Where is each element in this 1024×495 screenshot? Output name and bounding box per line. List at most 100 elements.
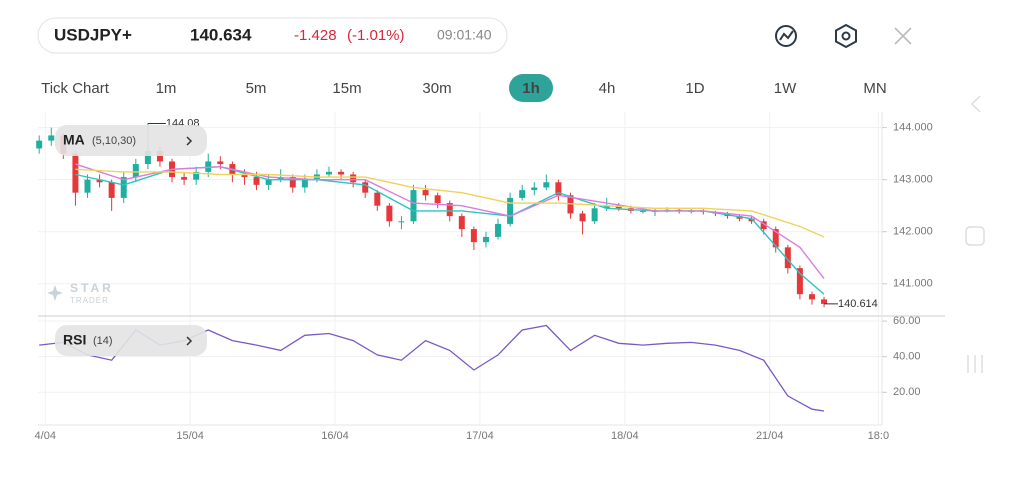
price: 140.634 <box>190 25 252 44</box>
candle-body <box>217 161 224 165</box>
candle-body <box>253 177 260 185</box>
change-pct: (-1.01%) <box>347 27 405 44</box>
timeframe-tab[interactable]: 30m <box>422 80 451 97</box>
candle-body <box>72 153 79 193</box>
rsi-pill[interactable] <box>55 325 207 356</box>
candle-body <box>639 210 646 212</box>
x-tick-label: 16/04 <box>321 430 349 442</box>
indicator-name: MA <box>63 132 85 148</box>
ma-line <box>75 168 825 238</box>
candle-body <box>482 236 489 243</box>
timeframe-tab[interactable]: Tick Chart <box>41 80 110 97</box>
indicator-params: (14) <box>93 335 113 347</box>
timeframe-tab[interactable]: 15m <box>332 80 361 97</box>
indicator-params: (5,10,30) <box>92 135 136 147</box>
timeframe-tab[interactable]: 1m <box>156 80 177 97</box>
ma-line <box>75 165 825 295</box>
y-tick-label: 144.000 <box>893 122 933 134</box>
candle-body <box>446 203 453 217</box>
time: 09:01:40 <box>437 27 492 43</box>
indicator-name: RSI <box>63 332 86 348</box>
watermark-text: STAR <box>70 281 114 295</box>
candle-body <box>495 223 502 237</box>
y-tick-label: 40.00 <box>893 351 921 363</box>
timeframe-tab[interactable]: 1h <box>522 80 540 97</box>
y-tick-label: 143.000 <box>893 174 933 186</box>
close-icon[interactable] <box>894 27 912 45</box>
x-tick-label: 21/04 <box>756 430 784 442</box>
y-tick-label: 141.000 <box>893 278 933 290</box>
candle-body <box>362 182 369 193</box>
candle-body <box>36 140 43 149</box>
y-tick-label: 142.000 <box>893 226 933 238</box>
candle-body <box>543 182 550 188</box>
candle-body <box>265 179 272 185</box>
x-tick-label: 4/04 <box>35 430 56 442</box>
side-icons <box>965 95 985 373</box>
ma-line <box>75 163 825 280</box>
candle-body <box>181 177 188 180</box>
candle-body <box>120 177 127 198</box>
candle-body <box>519 190 526 198</box>
candle-body <box>193 171 200 180</box>
candle-body <box>398 221 405 223</box>
y-tick-label: 60.00 <box>893 315 921 327</box>
candle-body <box>241 174 248 178</box>
x-tick-label: 18/04 <box>611 430 639 442</box>
candle-body <box>748 218 755 222</box>
symbol: USDJPY+ <box>54 25 132 44</box>
timeframe-tab[interactable]: MN <box>863 80 886 97</box>
candle-body <box>760 221 767 230</box>
candle-body <box>410 190 417 222</box>
x-tick-label: 18:0 <box>868 430 889 442</box>
candle-body <box>555 182 562 196</box>
candle-body <box>507 197 514 224</box>
candle-body <box>325 171 332 175</box>
candle-body <box>434 195 441 204</box>
watermark-text: TRADER <box>70 296 109 305</box>
candle-body <box>458 216 465 230</box>
ma-pill[interactable] <box>55 125 207 156</box>
candle-body <box>591 208 598 222</box>
candle-body <box>784 247 791 269</box>
candle-body <box>156 151 163 162</box>
candle-body <box>531 187 538 191</box>
candle-body <box>579 213 586 222</box>
candle-body <box>808 294 815 300</box>
candle-body <box>796 268 803 295</box>
candle-body <box>132 164 139 178</box>
active-tab[interactable] <box>509 74 553 102</box>
indicator-icon[interactable] <box>775 25 797 47</box>
symbol-pill[interactable] <box>37 17 508 54</box>
candle-body <box>301 179 308 188</box>
timeframe-tab[interactable]: 5m <box>246 80 267 97</box>
watermark: STAR TRADER <box>47 281 114 305</box>
candle-body <box>108 182 115 198</box>
timeframe-tab[interactable]: 1W <box>774 80 797 97</box>
candle-body <box>603 205 610 209</box>
timeframe-tab[interactable]: 4h <box>599 80 616 97</box>
x-tick-label: 17/04 <box>466 430 494 442</box>
ma-label[interactable]: MA (5,10,30) <box>55 125 207 156</box>
candle-body <box>96 179 103 183</box>
rsi-label[interactable]: RSI (14) <box>55 325 207 356</box>
timeframe-tabs: Tick Chart 1m 5m 15m 30m 1h 4h 1D 1W MN <box>41 74 887 102</box>
candle-body <box>821 299 828 304</box>
candle-body <box>289 177 296 188</box>
candle-body <box>144 151 151 165</box>
timeframe-tab[interactable]: 1D <box>685 80 704 97</box>
settings-icon[interactable] <box>835 23 857 49</box>
candle-body <box>48 135 55 141</box>
candle-body <box>422 190 429 196</box>
candle-body <box>386 205 393 222</box>
candle-body <box>338 171 345 175</box>
candle-body <box>84 179 91 193</box>
y-tick-label: 20.00 <box>893 386 921 398</box>
candle-body <box>350 174 357 183</box>
change: -1.428 <box>294 27 337 44</box>
last-label: 140.614 <box>838 298 878 310</box>
x-tick-label: 15/04 <box>176 430 204 442</box>
chart-area: 4/04 15/04 16/04 17/04 18/04 21/04 18:0 144.000… <box>35 112 945 442</box>
